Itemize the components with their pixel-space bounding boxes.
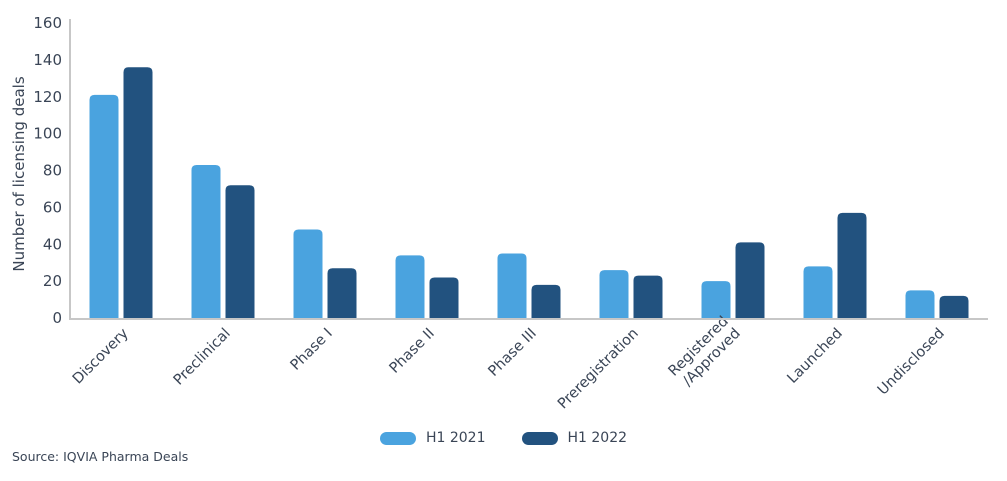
bar-preclinical-h1-2022 <box>225 185 255 318</box>
bars <box>89 67 969 318</box>
y-axis: 0 20 40 60 80 100 120 140 160 <box>33 14 71 327</box>
bar-launched-h1-2022 <box>837 212 867 318</box>
legend: H1 2021 H1 2022 <box>0 430 1007 446</box>
x-tick-label-discovery: Discovery <box>70 325 132 387</box>
y-tick-label: 40 <box>43 235 62 253</box>
y-tick-label: 80 <box>43 162 62 180</box>
bar-phase-ii-h1-2022 <box>429 277 459 318</box>
bar-undisclosed-h1-2022 <box>939 295 969 318</box>
bar-phase-iii-h1-2021 <box>497 253 527 318</box>
y-tick-label: 120 <box>33 88 62 106</box>
x-tick-label-phase-i: Phase I <box>288 326 336 374</box>
bar-preregistration-h1-2021 <box>599 270 629 318</box>
bar-preregistration-h1-2022 <box>633 275 663 318</box>
legend-item-h1-2022: H1 2022 <box>521 430 628 446</box>
y-tick-label: 160 <box>33 14 62 32</box>
legend-label-h1-2021: H1 2021 <box>425 430 486 446</box>
bar-phase-i-h1-2022 <box>327 268 357 318</box>
bar-undisclosed-h1-2021 <box>905 290 935 318</box>
bar-registered-approved-h1-2022 <box>735 242 765 318</box>
bar-phase-iii-h1-2022 <box>531 284 561 318</box>
bar-launched-h1-2021 <box>803 266 833 318</box>
legend-swatch-h1-2022 <box>521 431 558 445</box>
legend-swatch-h1-2021 <box>379 431 416 445</box>
bar-preclinical-h1-2021 <box>191 164 221 318</box>
bar-phase-ii-h1-2021 <box>395 255 425 318</box>
bar-discovery-h1-2022 <box>123 67 153 318</box>
y-tick-label: 0 <box>52 309 62 327</box>
legend-label-h1-2022: H1 2022 <box>567 430 628 446</box>
x-tick-label-preclinical: Preclinical <box>171 326 234 389</box>
bar-phase-i-h1-2021 <box>293 229 323 318</box>
y-tick-label: 140 <box>33 51 62 69</box>
x-tick-label-launched: Launched <box>785 326 846 387</box>
bar-discovery-h1-2021 <box>89 94 119 318</box>
x-tick-label-registered-approved: Registered/Approved <box>666 313 744 391</box>
bar-registered-approved-h1-2021 <box>701 281 731 318</box>
x-tick-label-phase-ii: Phase II <box>387 326 438 377</box>
y-axis-label: Number of licensing deals <box>10 76 28 271</box>
bar-chart: 0 20 40 60 80 100 120 140 160 Discovery Preclinic… <box>10 14 988 412</box>
x-axis: Discovery Preclinical Phase I Phase II Phase… <box>69 313 988 412</box>
y-tick-label: 20 <box>43 272 62 290</box>
x-tick-label-undisclosed: Undisclosed <box>875 326 948 399</box>
x-tick-label-preregistration: Preregistration <box>555 326 642 413</box>
y-tick-label: 60 <box>43 198 62 216</box>
legend-item-h1-2021: H1 2021 <box>379 430 486 446</box>
source-note: Source: IQVIA Pharma Deals <box>12 449 189 464</box>
x-tick-label-phase-iii: Phase III <box>486 326 540 380</box>
y-tick-label: 100 <box>33 125 62 143</box>
